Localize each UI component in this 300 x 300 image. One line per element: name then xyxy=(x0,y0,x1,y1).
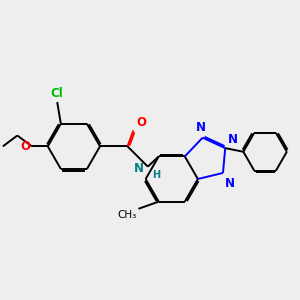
Text: CH₃: CH₃ xyxy=(117,210,136,220)
Text: N: N xyxy=(224,177,234,190)
Text: O: O xyxy=(136,116,146,129)
Text: H: H xyxy=(152,170,160,180)
Text: Cl: Cl xyxy=(51,87,64,100)
Text: N: N xyxy=(195,121,206,134)
Text: N: N xyxy=(134,162,143,175)
Text: N: N xyxy=(227,133,237,146)
Text: O: O xyxy=(20,140,30,153)
